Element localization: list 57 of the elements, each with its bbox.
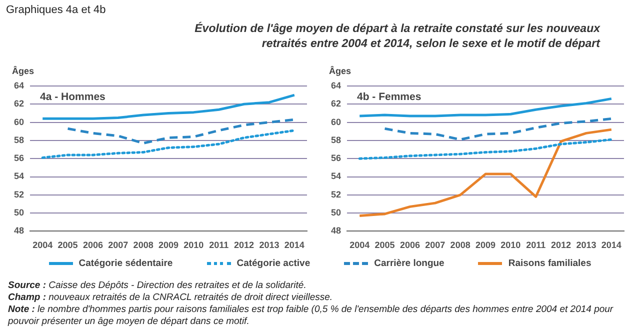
y-tick-label: 56 <box>330 153 342 164</box>
text: 4b - Femmes <box>357 91 422 103</box>
x-tick-label: 2010 <box>500 240 521 250</box>
y-tick-label: 58 <box>330 134 342 145</box>
y-tick-label: 58 <box>14 134 24 145</box>
x-tick-label: 2005 <box>58 240 78 250</box>
legend-label: Carrière longue <box>373 258 444 269</box>
line-series <box>41 129 296 159</box>
x-tick-label: 2013 <box>576 240 596 250</box>
x-tick-label: 2009 <box>475 240 496 250</box>
legend-label: Catégorie sédentaire <box>78 258 173 269</box>
y-tick-label: 60 <box>14 116 24 127</box>
y-tick-label: 62 <box>330 98 342 109</box>
y-axis-title: Âges <box>329 65 352 76</box>
y-tick-label: 64 <box>14 80 24 90</box>
x-tick-label: 2005 <box>374 240 395 250</box>
y-tick-label: 56 <box>14 153 24 164</box>
y-tick-label: 60 <box>330 116 342 127</box>
x-tick-label: 2012 <box>234 240 254 250</box>
x-tick-label: 2004 <box>350 240 370 250</box>
x-tick-label: 2004 <box>32 240 53 250</box>
legend-label: Raisons familiales <box>507 258 592 269</box>
y-tick-label: 52 <box>330 189 342 200</box>
x-tick-label: 2006 <box>82 240 103 250</box>
text: 4a - Hommes <box>40 91 106 103</box>
y-tick-label: 54 <box>330 171 342 182</box>
y-tick-label: 64 <box>330 80 342 90</box>
y-tick-label: 52 <box>14 189 24 200</box>
x-tick-label: 2007 <box>108 240 128 250</box>
y-tick-label: 54 <box>14 171 24 182</box>
x-tick-label: 2012 <box>551 240 572 250</box>
y-tick-label: 50 <box>14 208 24 218</box>
source-note: Source : Caisse des Dépôts - Direction des retraites et de la solidarité. <box>8 280 308 292</box>
line-series <box>66 118 296 144</box>
y-axis-title: Âges <box>12 65 34 76</box>
line-series <box>358 138 613 160</box>
text: Champ : nouveaux retraités de la CNRACL retraités de droit direct vieillesse. <box>8 292 334 304</box>
x-tick-label: 2010 <box>184 240 204 250</box>
x-tick-label: 2014 <box>601 240 622 250</box>
text: Évolution de l'âge moyen de départ à la retraite constaté sur les nouveaux retraités entre 2004 et 2014, selon le sexe et le motif de départ <box>194 22 600 52</box>
text: Graphiques 4a et 4b <box>6 4 106 16</box>
y-tick-label: 62 <box>14 98 24 109</box>
x-tick-label: 2008 <box>133 240 154 250</box>
x-tick-label: 2011 <box>209 240 229 250</box>
x-tick-label: 2013 <box>259 240 280 250</box>
x-tick-label: 2011 <box>526 240 546 250</box>
legend-label: Catégorie active <box>236 258 310 269</box>
y-tick-label: 48 <box>14 226 24 236</box>
x-tick-label: 2008 <box>450 240 470 250</box>
y-tick-label: 48 <box>330 226 342 236</box>
text: Note : le nombre d'hommes partis pour raisons familiales est trop faible (0,5 % de l'ensemble des départs des hommes entre 2004 et 2014 pour pouvoir présenter un âge moyen de départ dans ce motif. <box>8 304 614 328</box>
y-tick-label: 50 <box>330 208 342 218</box>
x-tick-label: 2007 <box>425 240 446 250</box>
x-tick-label: 2014 <box>284 240 304 250</box>
line-series <box>384 117 613 141</box>
x-tick-label: 2006 <box>400 240 420 250</box>
x-tick-label: 2009 <box>158 240 179 250</box>
